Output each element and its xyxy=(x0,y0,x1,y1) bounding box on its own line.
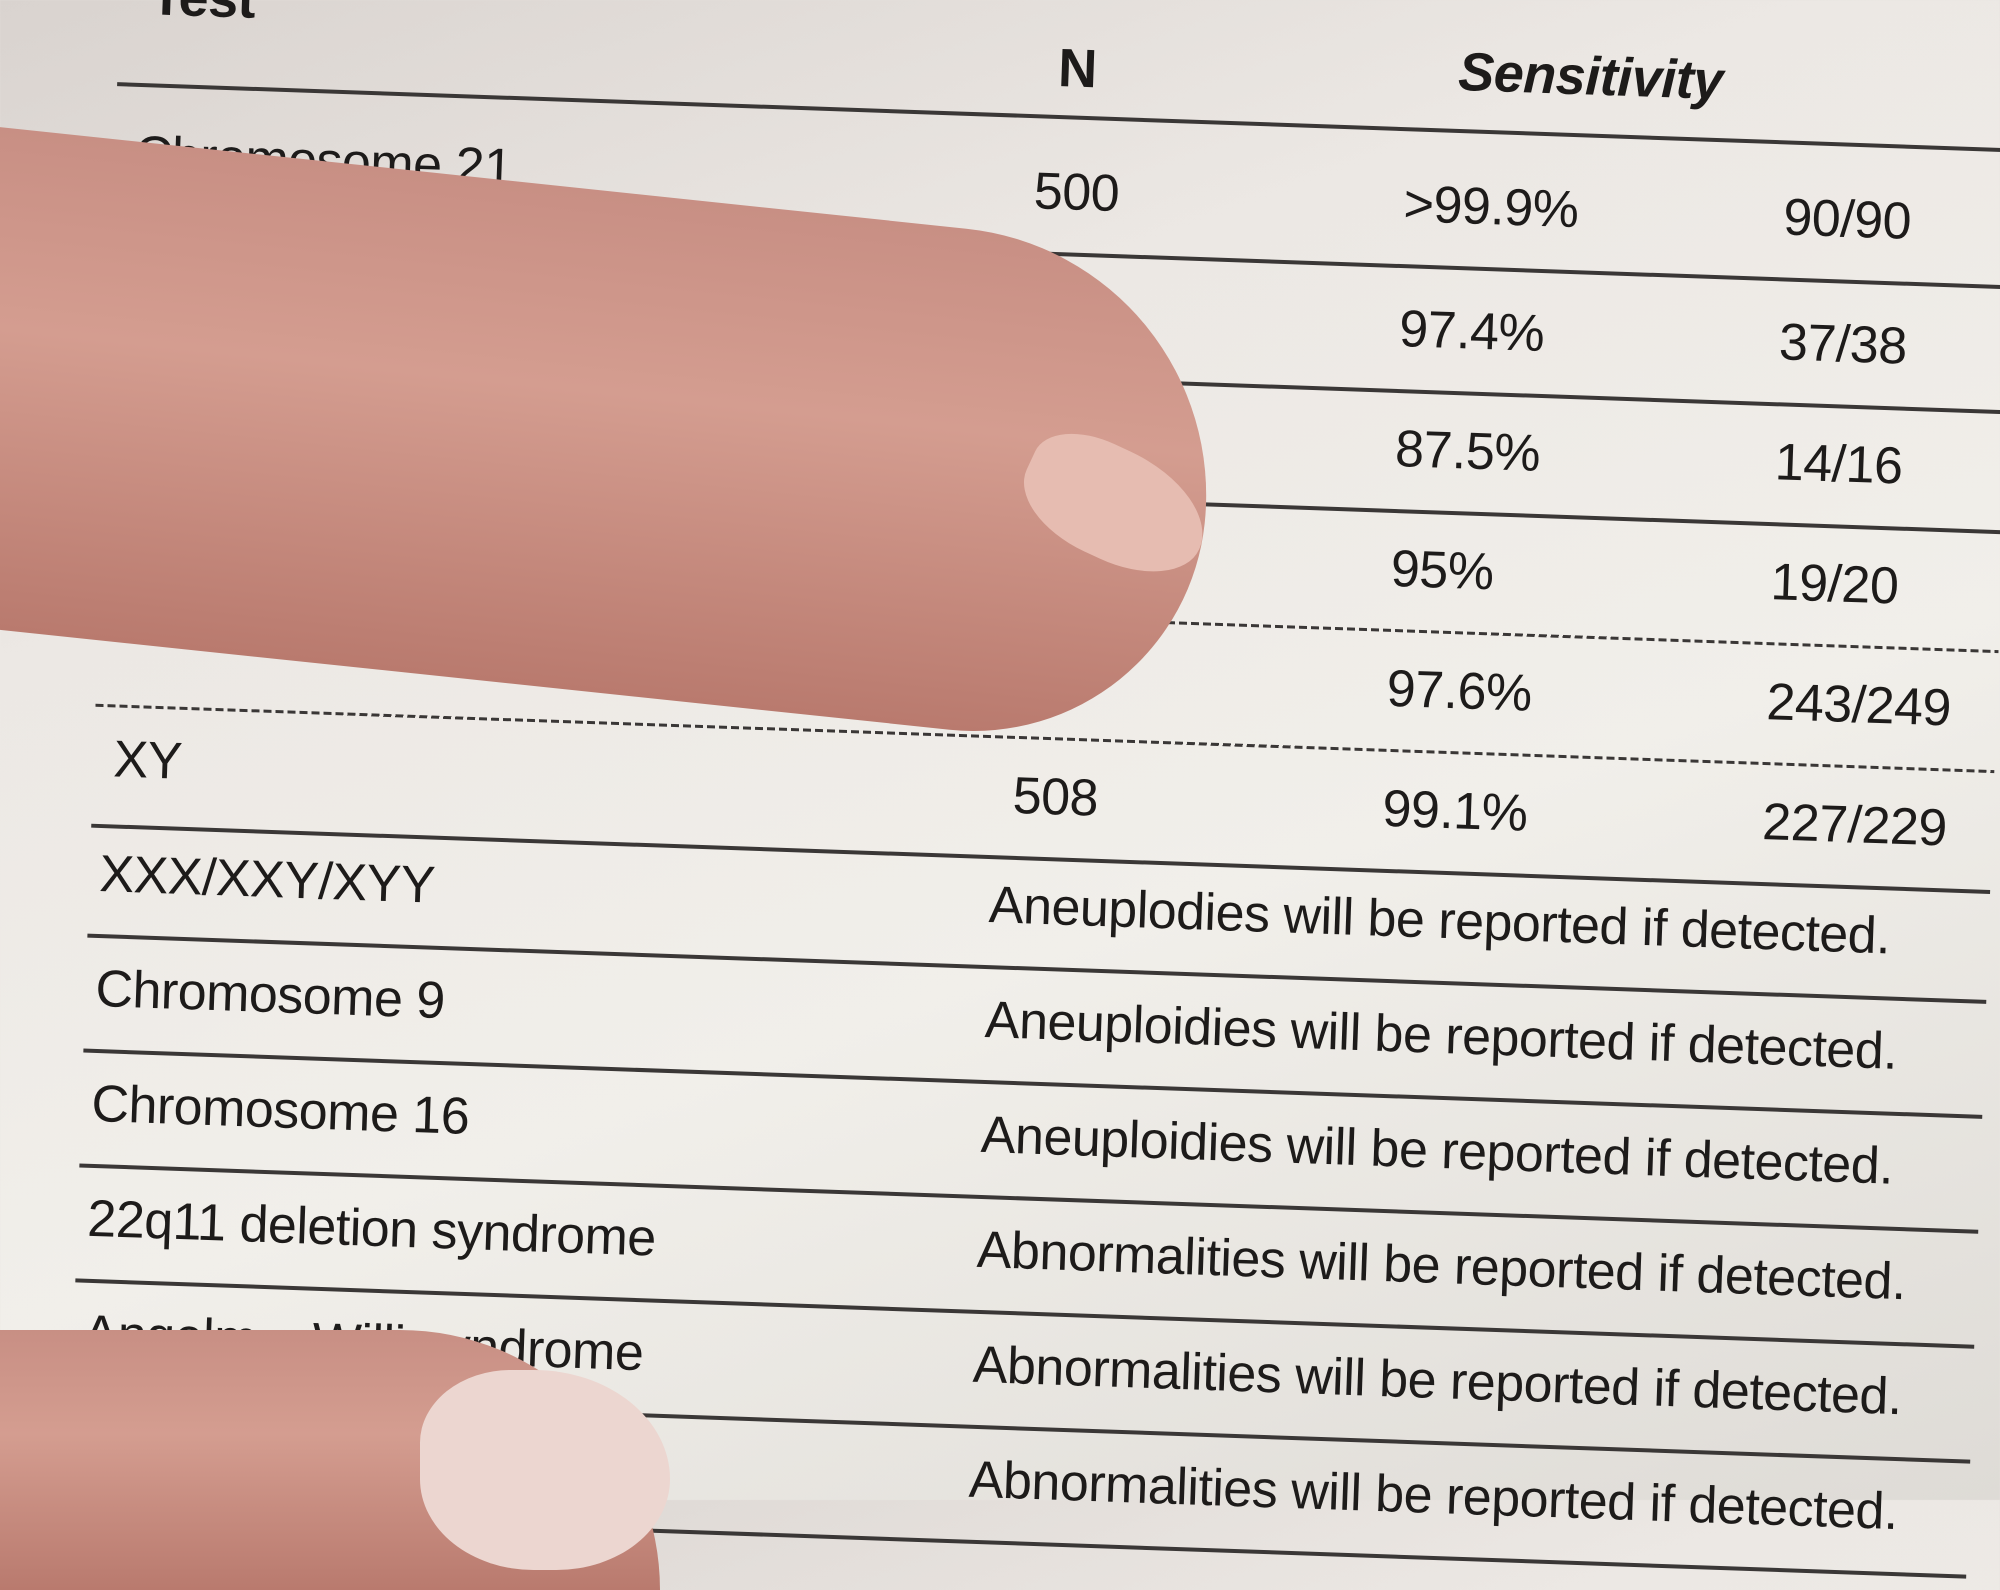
note-text: Aneuploidies will be reported if detecte… xyxy=(979,1105,1895,1196)
row-ratio: 37/38 xyxy=(1778,313,1908,376)
header-sensitivity: Sensitivity xyxy=(1457,41,1724,112)
row-ratio: 19/20 xyxy=(1769,553,1900,616)
row-sensitivity: 97.4% xyxy=(1398,300,1546,364)
note-text: Abnormalities will be reported if detect… xyxy=(975,1220,1907,1312)
note-test: XXX/XXY/XYY xyxy=(98,845,436,915)
row-sensitivity: >99.9% xyxy=(1402,175,1580,240)
row-ratio: 243/249 xyxy=(1765,673,1952,738)
row-n: 500 xyxy=(1032,162,1121,224)
row-ratio: 227/229 xyxy=(1761,793,1948,858)
row-ratio: 90/90 xyxy=(1782,188,1913,251)
note-test: Chromosome 9 xyxy=(94,959,446,1031)
row-n: 508 xyxy=(1011,766,1100,828)
note-text: Abnormalities will be reported if detect… xyxy=(971,1335,1903,1427)
header-test: Test xyxy=(149,0,256,31)
row-ratio: 14/16 xyxy=(1773,433,1904,496)
note-test: Chromosome 16 xyxy=(90,1074,471,1147)
row-sensitivity: 97.6% xyxy=(1385,659,1533,723)
row-test: XY xyxy=(112,730,183,791)
note-text: Aneuplodies will be reported if detected… xyxy=(988,876,1892,966)
row-sensitivity: 99.1% xyxy=(1381,779,1529,843)
row-sensitivity: 95% xyxy=(1389,539,1495,602)
note-test: 22q11 deletion syndrome xyxy=(86,1189,657,1268)
note-text: Abnormalities will be reported if detect… xyxy=(967,1450,1899,1542)
note-text: Aneuploidies will be reported if detecte… xyxy=(983,991,1899,1081)
header-n: N xyxy=(1057,37,1098,100)
row-sensitivity: 87.5% xyxy=(1394,419,1542,484)
